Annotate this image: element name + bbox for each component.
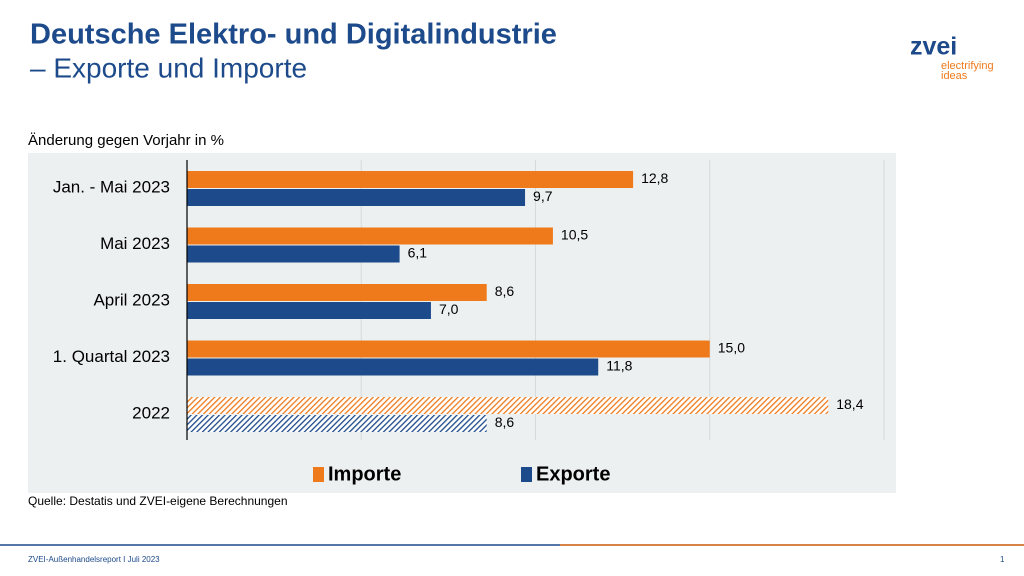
bar <box>187 227 553 245</box>
category-label: Jan. - Mai 2023 <box>53 177 170 196</box>
footer-text: ZVEI-Außenhandelsreport I Juli 2023 <box>28 555 160 564</box>
axis-label: Änderung gegen Vorjahr in % <box>28 132 224 149</box>
bar <box>187 397 829 414</box>
bar <box>187 340 710 358</box>
bar <box>187 302 431 319</box>
logo-name: zvei <box>910 33 957 61</box>
value-label: 12,8 <box>641 170 668 186</box>
category-label: 1. Quartal 2023 <box>53 347 170 366</box>
value-label: 9,7 <box>533 188 553 204</box>
logo-tagline: ideas <box>941 70 968 82</box>
title: Deutsche Elektro- und Digitalindustrie <box>30 19 557 51</box>
category-label: April 2023 <box>93 290 170 309</box>
bar <box>187 189 526 206</box>
value-label: 15,0 <box>718 340 745 356</box>
legend-label: Importe <box>328 463 401 485</box>
value-label: 6,1 <box>408 245 428 261</box>
legend-label: Exporte <box>536 463 610 485</box>
category-label: Mai 2023 <box>100 234 170 253</box>
logo-tagline: electrifying <box>941 60 994 72</box>
source: Quelle: Destatis und ZVEI-eigene Berechn… <box>28 494 288 508</box>
bar <box>187 245 400 263</box>
value-label: 11,8 <box>606 358 632 374</box>
legend-swatch <box>521 467 532 482</box>
value-label: 8,6 <box>495 283 515 299</box>
bar <box>187 415 487 432</box>
plot-background <box>28 153 896 493</box>
value-label: 10,5 <box>561 227 588 243</box>
bar <box>187 358 599 376</box>
bar <box>187 171 634 188</box>
value-label: 8,6 <box>495 414 515 430</box>
category-label: 2022 <box>132 403 170 422</box>
legend-swatch <box>313 467 324 482</box>
bar <box>187 284 487 301</box>
subtitle: – Exporte und Importe <box>30 52 307 83</box>
page-number: 1 <box>1000 555 1005 564</box>
value-label: 7,0 <box>439 301 459 317</box>
value-label: 18,4 <box>836 396 863 412</box>
